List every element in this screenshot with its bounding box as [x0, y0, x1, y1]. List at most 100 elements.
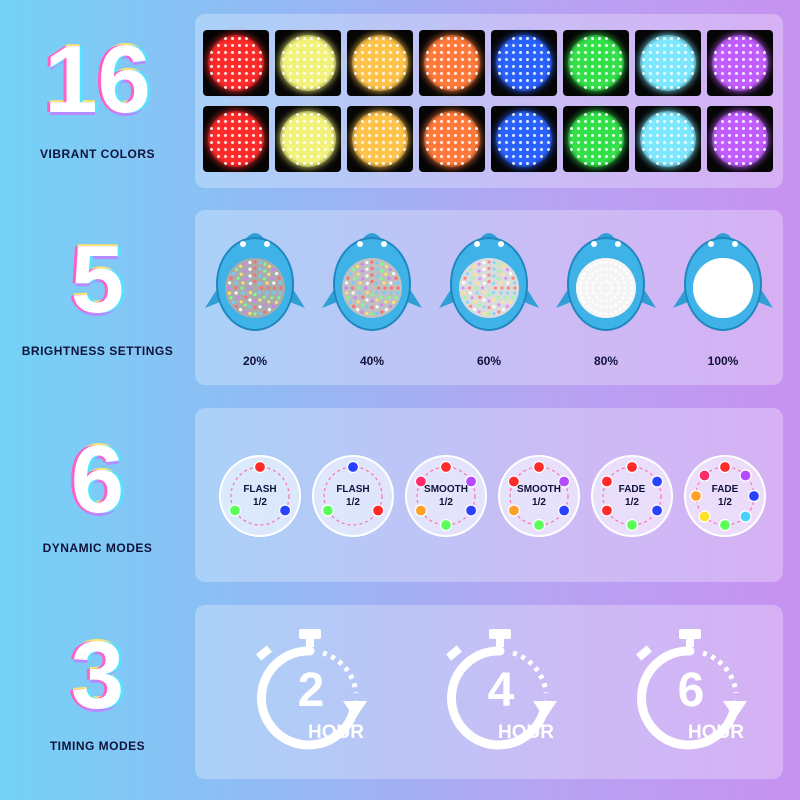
led-dot: [248, 260, 252, 265]
led-dot: [243, 303, 247, 307]
light-face: [225, 258, 285, 318]
led-dot: [630, 286, 634, 290]
led-dot: [501, 308, 505, 312]
timing-label: TIMING MODES: [49, 739, 146, 753]
led-dot: [375, 260, 379, 265]
shark-light: [673, 226, 773, 336]
shark-eye: [240, 241, 246, 247]
shark-eye: [591, 241, 597, 247]
led-dot: [496, 277, 500, 281]
shark-eye: [498, 241, 504, 247]
led-dot: [244, 295, 248, 299]
led-dot: [578, 286, 582, 290]
led-dot: [477, 303, 481, 307]
led-dot: [351, 281, 355, 285]
led-dot: [361, 277, 365, 281]
mode-color-dot: [464, 504, 478, 517]
led-dot: [253, 260, 257, 264]
led-dot: [358, 281, 362, 285]
led-dot: [482, 305, 486, 309]
led-dot: [505, 268, 509, 272]
led-dot: [463, 296, 467, 300]
mode-color-dot: [278, 504, 292, 517]
mode-color-dot: [414, 475, 427, 488]
mode-ring: [312, 455, 394, 537]
led-dot: [592, 281, 596, 285]
led-dot: [365, 291, 369, 295]
led-dot: [370, 266, 374, 271]
led-dot: [586, 304, 590, 308]
led-dot: [500, 286, 504, 290]
modes-count: 6: [70, 426, 125, 533]
led-dot: [470, 276, 474, 280]
mode-icon: FADE 1/2: [682, 453, 768, 539]
mode-color-dot: [371, 504, 385, 517]
led-dot: [360, 310, 364, 314]
led-dot: [629, 281, 634, 285]
led-dot: [613, 277, 617, 281]
led-dot: [626, 272, 630, 276]
led-dot: [365, 274, 369, 278]
led-dot: [370, 312, 374, 316]
led-dot: [511, 276, 515, 280]
led-dot: [352, 268, 356, 272]
led-dot: [265, 291, 269, 295]
color-swatch: [203, 106, 269, 172]
led-dot: [501, 300, 505, 304]
mode-color-dot: [739, 469, 752, 482]
mode-sub: 1/2: [346, 497, 360, 508]
colors-count: 16: [44, 26, 151, 133]
led-dots: [208, 111, 264, 167]
mode-color-dot: [625, 460, 639, 474]
led-dot: [394, 276, 398, 280]
led-dot: [270, 296, 274, 300]
mode-color-dot: [532, 460, 546, 474]
led-dot: [244, 277, 248, 281]
led-dot: [496, 295, 500, 299]
led-dot: [594, 303, 598, 307]
led-dot: [492, 281, 496, 285]
led-dot: [477, 310, 481, 314]
led-dot: [253, 305, 257, 310]
timer-unit: HOUR: [308, 722, 364, 743]
mode-color-dot: [507, 475, 520, 488]
shark-eye: [474, 241, 480, 247]
led-dot: [258, 298, 262, 302]
led-dot: [234, 281, 238, 285]
led-dot: [475, 291, 479, 295]
led-dot: [487, 266, 491, 271]
mode-color-dot: [747, 489, 761, 503]
led-dot: [506, 286, 511, 290]
mode-color-dot: [600, 475, 613, 488]
brightness-percent: 40%: [359, 354, 385, 368]
led-dot: [351, 291, 355, 295]
stopwatch-dial: [447, 646, 550, 750]
led-dot: [461, 291, 466, 295]
led-dot: [584, 286, 589, 290]
led-dot: [610, 286, 615, 290]
led-dot: [463, 276, 467, 280]
led-dot: [370, 279, 374, 284]
led-dot: [239, 272, 243, 276]
led-dot: [350, 286, 355, 290]
led-dot: [473, 300, 477, 304]
mode-path: [230, 466, 290, 526]
led-dot: [587, 296, 591, 300]
led-dot: [241, 281, 245, 285]
mode-name: FLASH: [336, 484, 370, 495]
shark-eye: [615, 241, 621, 247]
led-dot: [609, 274, 613, 278]
led-dot: [487, 305, 491, 310]
led-dot: [382, 291, 386, 295]
led-dot: [392, 300, 396, 304]
color-swatch: [491, 30, 557, 96]
led-dot: [384, 272, 388, 276]
mode-path: [602, 466, 662, 526]
led-dot: [279, 286, 283, 290]
led-dot: [263, 303, 267, 307]
mode-color-dot: [253, 460, 267, 474]
led-dot: [578, 291, 583, 295]
modes-panel: FLASH 1/2 FLASH 1/2 SMOOTH 1/2 SMOOTH 1/2 FADE 1/…: [195, 408, 783, 582]
led-dot: [380, 303, 384, 307]
mode-ring: [591, 455, 673, 537]
